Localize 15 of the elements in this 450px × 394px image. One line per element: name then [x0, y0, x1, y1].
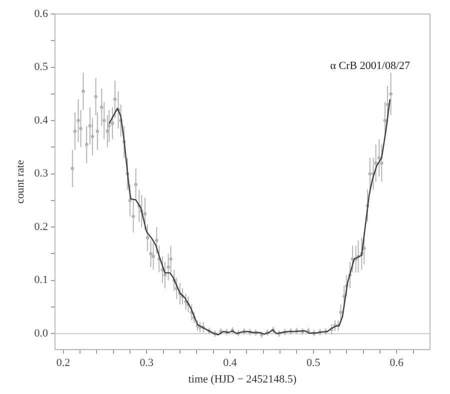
y-tick-label: 0.2 — [34, 220, 48, 233]
y-axis-title: count rate — [14, 160, 26, 204]
x-tick-label: 0.3 — [140, 357, 154, 370]
x-tick-label: 0.2 — [56, 357, 70, 370]
y-tick-label: 0.5 — [34, 61, 48, 74]
y-tick-label: 0.0 — [34, 328, 48, 340]
x-tick-label: 0.4 — [223, 357, 238, 370]
y-tick-label: 0.3 — [34, 168, 48, 180]
annotation: α CrB 2001/08/27 — [330, 60, 410, 72]
y-tick-label: 0.4 — [34, 114, 48, 126]
x-tick-label: 0.5 — [306, 357, 321, 370]
y-tick-label: 0.1 — [34, 274, 48, 286]
y-tick-label: 0.6 — [34, 8, 48, 20]
x-axis-title: time (HJD − 2452148.5) — [188, 373, 297, 386]
x-tick-label: 0.6 — [390, 357, 404, 370]
